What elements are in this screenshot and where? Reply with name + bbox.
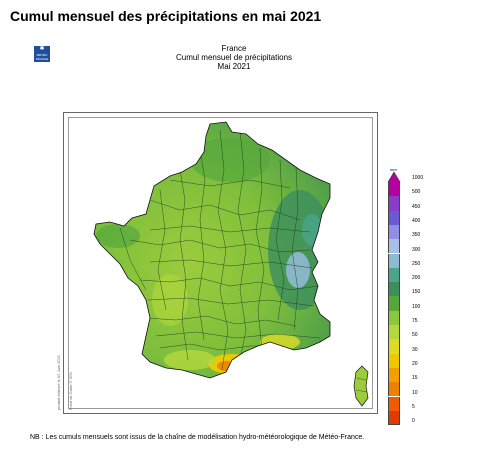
map-header-region: France (221, 44, 247, 53)
legend-label: 250 (412, 260, 421, 267)
legend-color-step (388, 210, 400, 225)
legend-label: 350 (412, 232, 421, 239)
legend-label: 5 (412, 403, 415, 410)
footnote: NB : Les cumuls mensuels sont issus de l… (30, 434, 365, 441)
legend-label: 0 (412, 418, 415, 425)
map-copyright: Fond de Carte © IGN (68, 372, 73, 410)
legend-label: 20 (412, 360, 418, 367)
legend-color-step (388, 196, 400, 211)
legend-label: 15 (412, 375, 418, 382)
legend-color-step (388, 253, 400, 268)
legend-color-step (388, 367, 400, 383)
meteo-france-logo-icon: ✱ MÉTÉO FRANCE (34, 46, 50, 62)
precipitation-legend (388, 182, 400, 426)
legend-color-step (388, 310, 400, 325)
legend-label: 100 (412, 303, 421, 310)
production-date-note: produit élaboré le 02 Juin 2021 (56, 355, 61, 410)
legend-label: 450 (412, 203, 421, 210)
legend-label: 50 (412, 332, 418, 339)
legend-color-step (388, 267, 400, 283)
legend-color-step (388, 282, 400, 297)
legend-color-step (388, 410, 400, 426)
map-frame (63, 112, 378, 414)
legend-label: 150 (412, 289, 421, 296)
legend-color-step (388, 339, 400, 354)
legend-label: 500 (412, 189, 421, 196)
legend-label: 75 (412, 318, 418, 324)
legend-label: 10 (412, 389, 418, 396)
legend-color-step (388, 296, 400, 311)
map-header: France Cumul mensuel de précipitations M… (134, 44, 334, 71)
legend-color-step (388, 224, 400, 240)
legend-color-step (388, 182, 400, 197)
legend-label: 400 (412, 217, 421, 224)
legend-color-step (388, 382, 400, 397)
legend-color-step (388, 239, 400, 254)
legend-color-step (388, 325, 400, 340)
legend-color-step (388, 396, 400, 411)
legend-label: 300 (412, 246, 421, 253)
map-header-period: Mai 2021 (217, 62, 251, 71)
legend-unit: mm (390, 167, 397, 172)
legend-color-step (388, 353, 400, 368)
page-title: Cumul mensuel des précipitations en mai … (10, 8, 322, 24)
legend-label: 200 (412, 275, 421, 282)
legend-label: 1000 (412, 175, 424, 181)
map-header-subject: Cumul mensuel de précipitations (175, 53, 293, 62)
legend-label: 30 (412, 346, 418, 353)
